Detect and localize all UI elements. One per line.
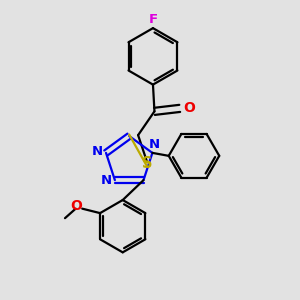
Text: N: N [92, 145, 103, 158]
Text: S: S [142, 156, 153, 171]
Text: F: F [148, 13, 158, 26]
Text: N: N [101, 174, 112, 187]
Text: O: O [70, 199, 82, 213]
Text: N: N [148, 138, 159, 151]
Text: O: O [183, 101, 195, 115]
